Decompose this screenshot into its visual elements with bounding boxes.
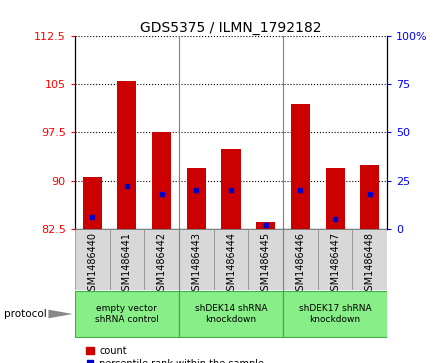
Text: GSM1486448: GSM1486448	[365, 232, 375, 297]
Text: empty vector
shRNA control: empty vector shRNA control	[95, 304, 159, 324]
Text: GSM1486444: GSM1486444	[226, 232, 236, 297]
Bar	[179, 291, 283, 337]
Bar	[283, 229, 318, 290]
Bar	[248, 229, 283, 290]
Bar	[256, 222, 275, 229]
Bar	[83, 178, 102, 229]
Text: shDEK17 shRNA
knockdown: shDEK17 shRNA knockdown	[299, 304, 371, 324]
Text: GSM1486443: GSM1486443	[191, 232, 201, 297]
Bar	[75, 229, 110, 290]
Text: GSM1486447: GSM1486447	[330, 232, 340, 297]
Bar	[152, 132, 171, 229]
Polygon shape	[48, 310, 73, 318]
Bar	[214, 229, 248, 290]
Bar	[110, 229, 144, 290]
Text: GSM1486445: GSM1486445	[261, 232, 271, 297]
Bar	[179, 229, 214, 290]
Bar	[187, 168, 206, 229]
Text: shDEK14 shRNA
knockdown: shDEK14 shRNA knockdown	[195, 304, 267, 324]
Text: GSM1486442: GSM1486442	[157, 232, 167, 297]
Bar	[283, 291, 387, 337]
Bar	[75, 291, 179, 337]
Bar	[352, 229, 387, 290]
Bar	[144, 229, 179, 290]
Title: GDS5375 / ILMN_1792182: GDS5375 / ILMN_1792182	[140, 21, 322, 35]
Bar	[117, 81, 136, 229]
Text: GSM1486440: GSM1486440	[87, 232, 97, 297]
Legend: count, percentile rank within the sample: count, percentile rank within the sample	[87, 346, 264, 363]
Bar	[318, 229, 352, 290]
Bar	[360, 164, 379, 229]
Bar	[291, 104, 310, 229]
Bar	[221, 148, 241, 229]
Text: GSM1486446: GSM1486446	[295, 232, 305, 297]
Text: GSM1486441: GSM1486441	[122, 232, 132, 297]
Bar	[326, 168, 345, 229]
Text: protocol: protocol	[4, 309, 47, 319]
